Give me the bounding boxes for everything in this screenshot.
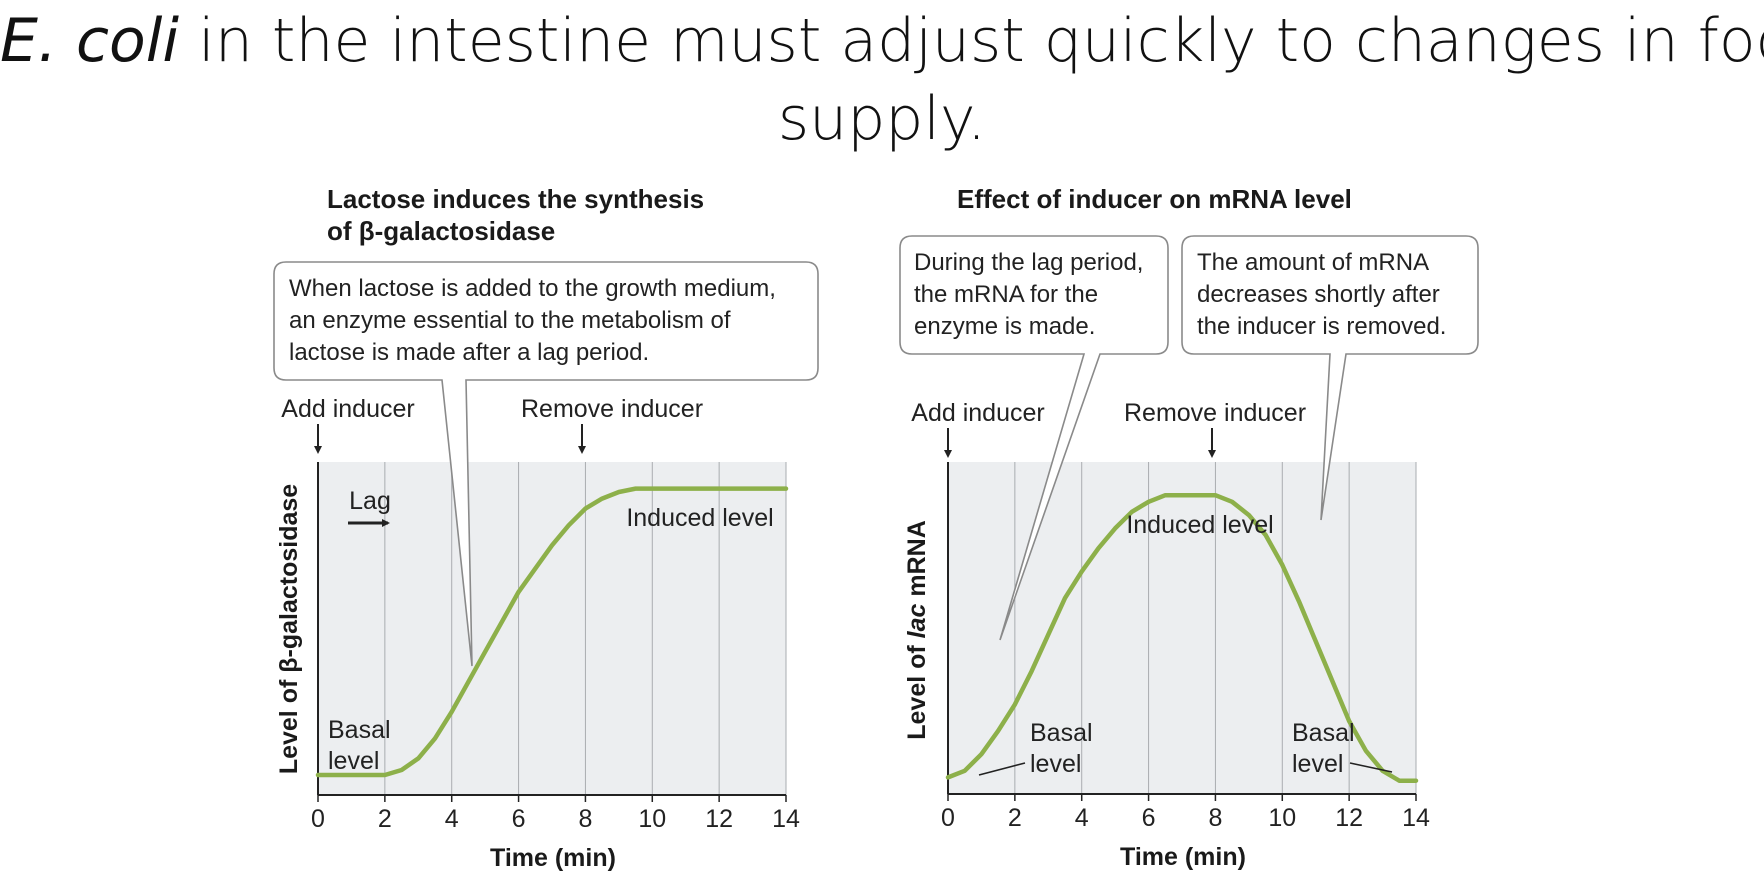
chart-right-ylabel-post: mRNA <box>903 520 931 603</box>
chart-right-callout-2: The amount of mRNA decreases shortly aft… <box>1181 235 1479 521</box>
slide-title-line2: supply. <box>777 84 987 154</box>
chart-right-series-line <box>945 492 1419 783</box>
chart-left-series-line <box>315 486 789 778</box>
chart-right-basal-right-line1: Basal <box>1292 719 1355 747</box>
chart-left-grid <box>384 462 787 795</box>
chart-left-x-ticks: 0 2 4 6 8 10 12 14 <box>311 795 800 833</box>
chart-left-title-line2: of β-galactosidase <box>327 216 555 246</box>
chart-right-remove-inducer-label: Remove inducer <box>1124 399 1306 427</box>
chart-right-tick-label-0: 0 <box>941 804 955 832</box>
chart-right-ylabel-pre: Level of <box>903 638 931 739</box>
chart-right-tick-label-10: 10 <box>1268 804 1296 832</box>
chart-left-callout-line2: an enzyme essential to the metabolism of <box>289 307 731 334</box>
chart-left-tick-label-2: 2 <box>378 805 392 833</box>
chart-right-tick-label-12: 12 <box>1335 804 1363 832</box>
chart-left-callout-bubble <box>273 261 819 667</box>
chart-right-tick-label-8: 8 <box>1208 804 1222 832</box>
chart-left-remove-inducer-label: Remove inducer <box>521 395 703 423</box>
chart-right-grid <box>1014 462 1417 794</box>
chart-left-callout-line1: When lactose is added to the growth medi… <box>289 275 776 302</box>
chart-right-callout-1: During the lag period, the mRNA for the … <box>899 235 1169 641</box>
chart-left-basal-label-line2: level <box>328 747 379 775</box>
chart-left-callout-line3: lactose is made after a lag period. <box>289 339 649 366</box>
chart-right-tick-label-2: 2 <box>1008 804 1022 832</box>
chart-right-induced-level-label: Induced level <box>1126 511 1273 539</box>
chart-right-callout-1-line3: enzyme is made. <box>914 313 1095 340</box>
chart-right-ylabel-italic: lac <box>903 603 931 638</box>
chart-right-basal-right-line2: level <box>1292 750 1343 778</box>
chart-right-ylabel: Level of lac mRNA <box>903 520 931 740</box>
chart-right-callout-1-line2: the mRNA for the <box>914 281 1098 308</box>
chart-right-callout-1-bubble <box>899 235 1169 641</box>
chart-right-callout-2-line2: decreases shortly after <box>1197 281 1440 308</box>
chart-right-tick-label-14: 14 <box>1402 804 1430 832</box>
chart-left-xlabel: Time (min) <box>490 844 616 872</box>
chart-left-basal-label-line1: Basal <box>328 716 391 744</box>
chart-left-tick-label-14: 14 <box>772 805 800 833</box>
chart-right-callout-1-line1: During the lag period, <box>914 249 1143 276</box>
chart-left-tick-label-10: 10 <box>638 805 666 833</box>
chart-left-tick-label-12: 12 <box>705 805 733 833</box>
chart-right-add-inducer-label: Add inducer <box>911 399 1044 427</box>
chart-right-callout-2-line1: The amount of mRNA <box>1197 249 1429 276</box>
chart-left-tick-label-8: 8 <box>578 805 592 833</box>
chart-right-basal-right-pointer <box>1349 762 1393 773</box>
chart-right-basal-left-pointer <box>978 762 1026 776</box>
chart-left-title-line1: Lactose induces the synthesis <box>327 184 704 214</box>
chart-left-callout: When lactose is added to the growth medi… <box>273 261 819 667</box>
chart-right-tick-label-6: 6 <box>1142 804 1156 832</box>
chart-right-callout-2-bubble <box>1181 235 1479 521</box>
chart-left: Lactose induces the synthesis of β-galac… <box>273 184 819 872</box>
chart-right-x-ticks: 0 2 4 6 8 10 12 14 <box>941 794 1430 832</box>
chart-left-add-inducer-label: Add inducer <box>281 395 414 423</box>
chart-left-tick-label-0: 0 <box>311 805 325 833</box>
chart-right-title: Effect of inducer on mRNA level <box>957 184 1352 214</box>
chart-left-induced-level-label: Induced level <box>626 504 773 532</box>
chart-right-xlabel: Time (min) <box>1120 843 1246 871</box>
chart-right-basal-left-line2: level <box>1030 750 1081 778</box>
slide-title-rest: in the intestine must adjust quickly to … <box>179 6 1764 76</box>
chart-left-lag-label: Lag <box>349 487 391 515</box>
chart-right-tick-label-4: 4 <box>1075 804 1089 832</box>
chart-left-tick-label-6: 6 <box>512 805 526 833</box>
chart-left-ylabel: Level of β-galactosidase <box>275 484 303 774</box>
slide-title: E. coli in the intestine must adjust qui… <box>0 2 1764 158</box>
chart-right: Effect of inducer on mRNA level 0 2 4 6 8 10 1… <box>899 184 1479 871</box>
chart-left-plot-area <box>318 462 786 794</box>
chart-right-plot-area <box>948 462 1416 793</box>
slide-title-italic: E. coli <box>0 6 180 76</box>
chart-right-basal-left-line1: Basal <box>1030 719 1093 747</box>
chart-right-callout-2-line3: the inducer is removed. <box>1197 313 1446 340</box>
chart-left-tick-label-4: 4 <box>445 805 459 833</box>
